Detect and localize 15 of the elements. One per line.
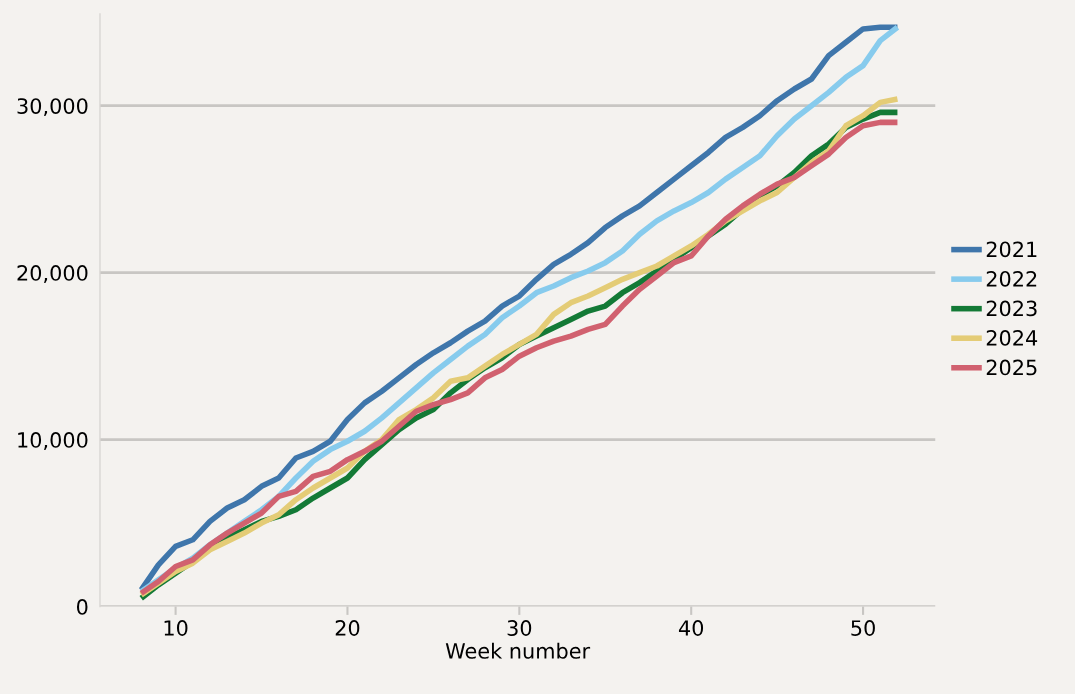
legend-label: 2023 bbox=[986, 300, 1037, 317]
x-tick-label: 30 bbox=[507, 620, 532, 636]
x-axis-title: Week number bbox=[445, 642, 591, 659]
x-tick-label: 10 bbox=[164, 620, 188, 636]
x-tick-label: 40 bbox=[678, 620, 704, 636]
y-tick-label: 30,000 bbox=[17, 98, 88, 117]
legend-label: 2022 bbox=[986, 270, 1037, 287]
legend-label: 2024 bbox=[986, 330, 1038, 346]
y-tick-label: 0 bbox=[76, 599, 88, 615]
legend-label: 2021 bbox=[986, 241, 1037, 258]
legend-label: 2025 bbox=[986, 359, 1037, 376]
y-tick-label: 10,000 bbox=[18, 432, 88, 450]
x-tick-label: 50 bbox=[851, 620, 875, 636]
x-tick-label: 20 bbox=[335, 620, 360, 636]
y-tick-label: 20,000 bbox=[17, 265, 88, 283]
